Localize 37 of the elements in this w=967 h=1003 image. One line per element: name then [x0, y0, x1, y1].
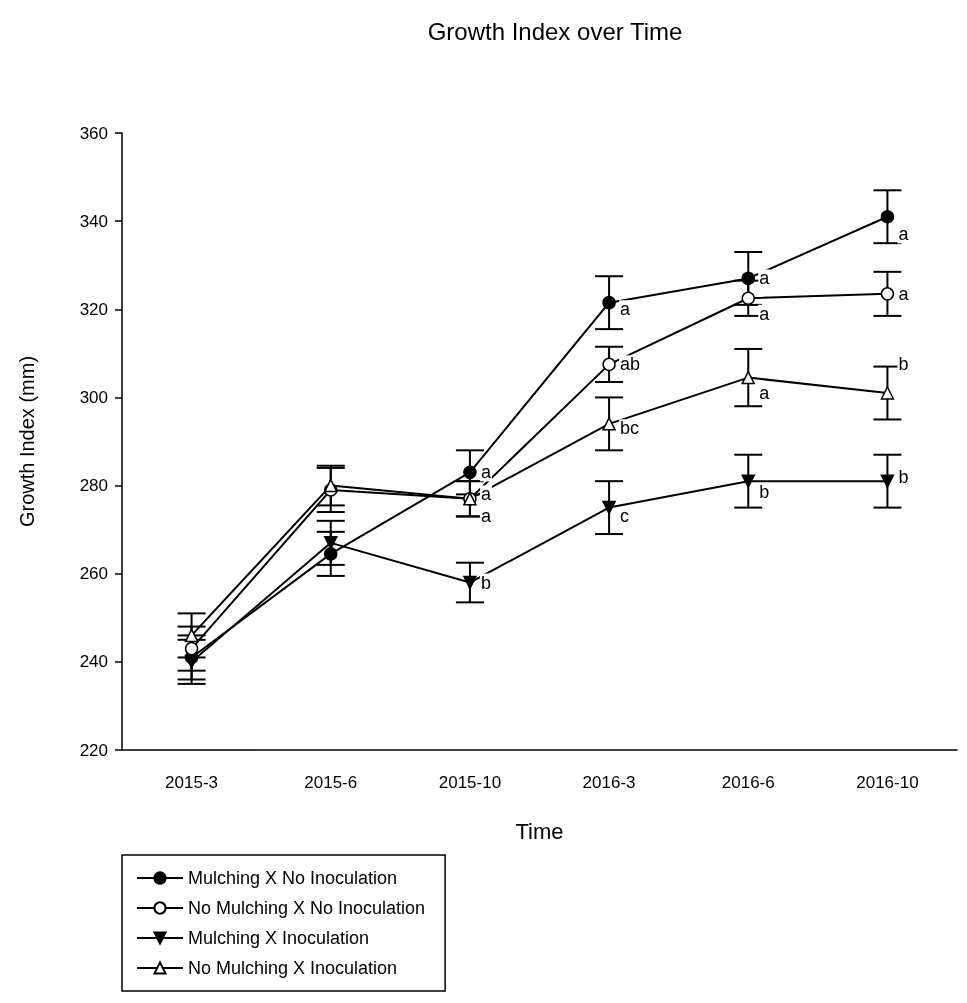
x-tick-label: 2016-10 — [856, 773, 919, 792]
annotation: b — [898, 354, 909, 375]
legend-label: No Mulching X No Inoculation — [188, 898, 426, 918]
annotation: ab — [620, 354, 641, 375]
y-tick-label: 320 — [79, 299, 108, 319]
x-tick-label: 2015-6 — [304, 773, 358, 792]
annotation: a — [480, 484, 492, 505]
annotation: a — [759, 268, 771, 289]
y-tick-label: 340 — [79, 211, 108, 231]
legend-label: Mulching X Inoculation — [188, 928, 370, 948]
annotation: b — [898, 466, 909, 487]
annotation: b — [759, 482, 770, 503]
annotation: a — [759, 383, 771, 404]
annotation: a — [620, 299, 632, 320]
x-tick-label: 2015-10 — [438, 773, 502, 792]
annotation: a — [759, 303, 771, 324]
annotation: a — [898, 283, 910, 304]
annotation: a — [898, 224, 910, 245]
annotation: c — [620, 506, 630, 527]
y-tick-label: 220 — [79, 740, 108, 760]
annotation: a — [480, 462, 492, 483]
x-tick-label: 2015-3 — [165, 773, 219, 792]
y-tick-label: 240 — [79, 652, 108, 672]
y-tick-label: 260 — [79, 564, 108, 584]
annotation: b — [480, 572, 491, 593]
x-axis-title: Time — [515, 818, 564, 844]
x-tick-label: 2016-6 — [721, 773, 775, 792]
y-tick-label: 360 — [79, 123, 108, 143]
x-tick-label: 2016-3 — [582, 773, 636, 792]
legend-label: Mulching X No Inoculation — [188, 868, 398, 888]
annotation: a — [480, 506, 492, 527]
chart-title: Growth Index over Time — [427, 17, 683, 45]
y-tick-label: 300 — [79, 387, 108, 407]
legend-label: No Mulching X Inoculation — [188, 958, 398, 978]
annotation: bc — [620, 418, 640, 439]
y-tick-label: 280 — [79, 476, 108, 496]
y-axis-title: Growth Index (mm) — [16, 355, 38, 528]
